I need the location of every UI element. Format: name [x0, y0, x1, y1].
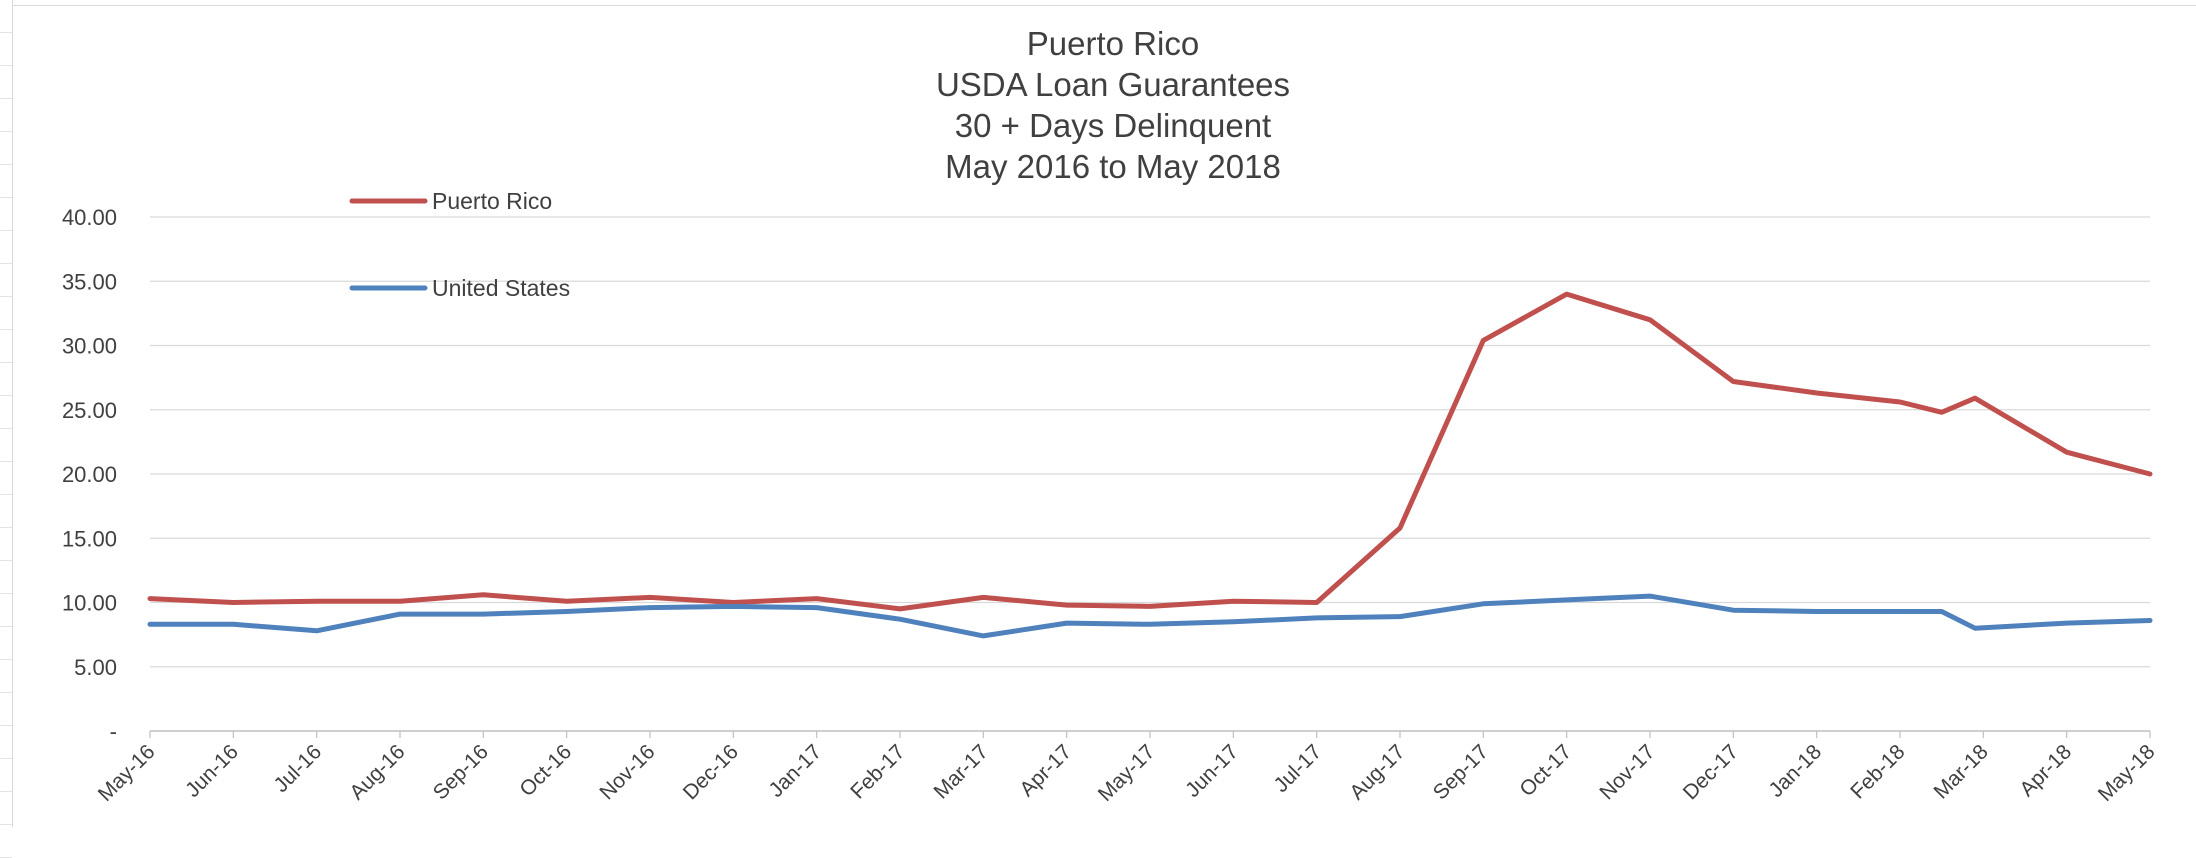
y-tick-label: 15.00: [62, 526, 117, 551]
x-tick-label: Jan-17: [765, 740, 827, 802]
y-tick-label: -: [110, 719, 117, 744]
x-axis-tick-labels: May-16 Jun-16 Jul-16 Aug-16 Sep-16 Oct-16 Nov-…: [94, 731, 2160, 806]
series-line-puerto-rico: [150, 294, 2150, 609]
spreadsheet-row-line: [0, 825, 12, 858]
x-tick-label: May-16: [94, 740, 160, 806]
x-tick-label: Oct-16: [515, 740, 576, 801]
x-tick-label: Mar-18: [1930, 740, 1993, 803]
y-tick-label: 35.00: [62, 269, 117, 294]
chart-title-line: May 2016 to May 2018: [945, 148, 1281, 185]
x-tick-label: Nov-17: [1595, 740, 1659, 804]
x-tick-label: Apr-17: [1015, 740, 1076, 801]
chart-frame: Puerto Rico USDA Loan Guarantees 30 + Days…: [0, 0, 2196, 827]
legend-label: United States: [432, 275, 570, 301]
x-tick-label: Mar-17: [930, 740, 993, 803]
chart-title: Puerto Rico USDA Loan Guarantees 30 + Days…: [936, 25, 1290, 185]
legend-label: Puerto Rico: [432, 188, 552, 214]
y-tick-label: 20.00: [62, 462, 117, 487]
x-tick-label: Apr-18: [2015, 740, 2076, 801]
x-tick-label: May-17: [1094, 740, 1160, 806]
y-tick-label: 5.00: [74, 655, 117, 680]
y-tick-label: 10.00: [62, 591, 117, 616]
x-tick-label: Jul-16: [269, 740, 326, 797]
x-tick-label: Feb-17: [846, 740, 909, 803]
x-tick-label: Jun-16: [181, 740, 243, 802]
x-tick-label: Dec-16: [679, 740, 743, 804]
y-tick-label: 25.00: [62, 398, 117, 423]
x-tick-label: Jan-18: [1765, 740, 1827, 802]
chart-title-line: Puerto Rico: [1027, 25, 1199, 62]
line-chart: Puerto Rico USDA Loan Guarantees 30 + Days…: [0, 0, 2196, 827]
x-tick-label: Nov-16: [595, 740, 659, 804]
x-tick-label: Aug-17: [1345, 740, 1409, 804]
x-tick-label: Sep-17: [1429, 740, 1493, 804]
x-tick-label: Oct-17: [1515, 740, 1576, 801]
x-tick-label: Sep-16: [429, 740, 493, 804]
y-tick-label: 30.00: [62, 334, 117, 359]
chart-title-line: 30 + Days Delinquent: [955, 107, 1271, 144]
x-tick-label: May-18: [2094, 740, 2160, 806]
x-tick-label: Feb-18: [1846, 740, 1909, 803]
x-tick-label: Jun-17: [1181, 740, 1243, 802]
x-tick-label: Aug-16: [345, 740, 409, 804]
legend: Puerto Rico United States: [352, 188, 570, 301]
x-tick-label: Jul-17: [1269, 740, 1326, 797]
x-tick-label: Dec-17: [1679, 740, 1743, 804]
y-tick-label: 40.00: [62, 205, 117, 230]
chart-title-line: USDA Loan Guarantees: [936, 66, 1290, 103]
y-axis-tick-labels: - 5.00 10.00 15.00 20.00 25.00 30.00 35.00 40.00: [62, 205, 117, 744]
